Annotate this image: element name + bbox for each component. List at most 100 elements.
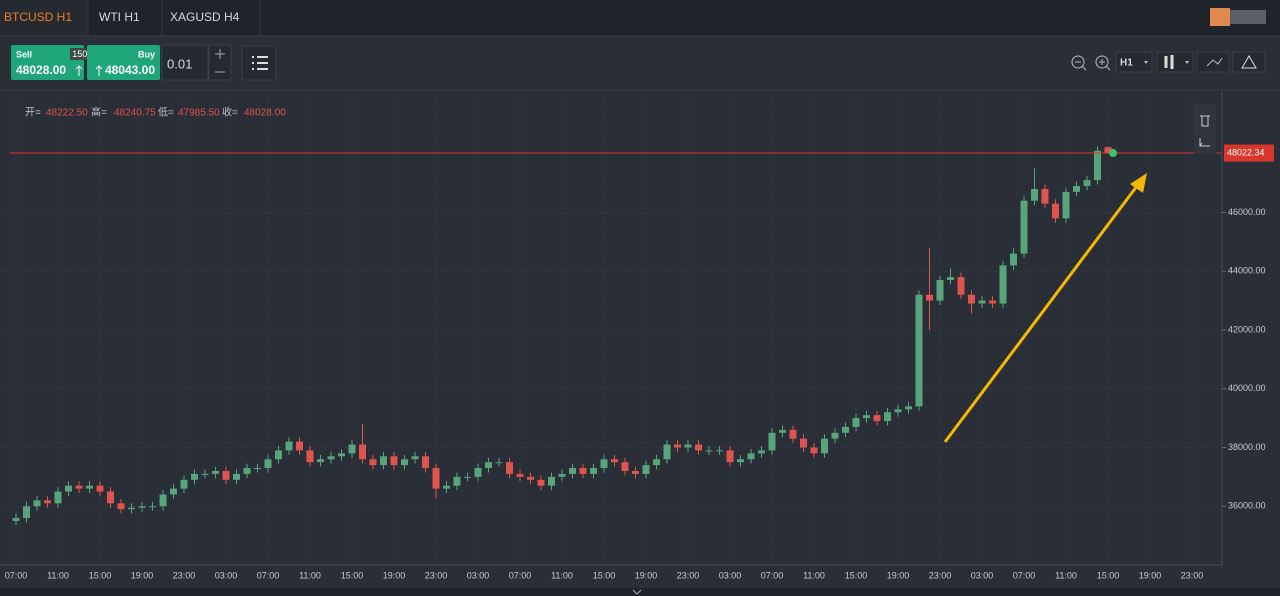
candle-body <box>642 465 650 474</box>
candle-body <box>306 450 314 463</box>
candle-body <box>926 294 933 301</box>
x-tick-label: 03:00 <box>971 570 994 580</box>
x-tick-label: 15:00 <box>845 570 868 580</box>
candle-body <box>474 468 482 477</box>
candle-body <box>243 468 251 474</box>
candle-body <box>768 432 776 451</box>
ohlc-label: 低= <box>158 106 174 119</box>
candle-body <box>107 491 114 504</box>
candle-body <box>1020 200 1028 254</box>
x-tick-label: 07:00 <box>761 570 784 580</box>
candle-body <box>569 468 576 474</box>
candle-body <box>726 450 734 463</box>
stepper-icons <box>215 49 225 73</box>
ohlc-value: 48028.00 <box>244 108 286 119</box>
candle-body <box>1062 191 1070 219</box>
candle-body <box>96 485 104 492</box>
candle-body <box>12 517 20 521</box>
arrow-head <box>1130 173 1147 193</box>
candle-body <box>936 280 944 301</box>
candle-body <box>380 456 387 466</box>
last-price-dot <box>1109 149 1117 158</box>
sell-label: Sell <box>16 49 32 59</box>
x-tick-label: 07:00 <box>509 570 532 580</box>
y-tick-label: 40000.00 <box>1228 383 1266 393</box>
candle-body <box>821 438 828 454</box>
candle-body <box>1094 150 1101 181</box>
list-button[interactable] <box>241 45 277 81</box>
candle-body <box>810 447 818 454</box>
timeframe-select[interactable]: H1 <box>1115 51 1153 73</box>
x-tick-label: 19:00 <box>635 570 658 580</box>
x-tick-label: 23:00 <box>425 570 448 580</box>
tab[interactable]: XAGUSD H4 <box>170 10 240 24</box>
icon <box>1095 55 1109 69</box>
up-arrow <box>75 65 83 76</box>
y-tick-label: 46000.00 <box>1228 207 1266 217</box>
candle-body <box>1073 186 1080 192</box>
lot-input[interactable]: 0.01 <box>161 44 209 81</box>
candle-body <box>705 450 713 452</box>
candle-body <box>369 459 377 466</box>
x-tick-label: 23:00 <box>929 570 952 580</box>
x-tick-label: 23:00 <box>1181 570 1204 580</box>
candle-body <box>873 415 881 422</box>
candle-body <box>149 506 156 508</box>
candle-body <box>716 450 723 452</box>
x-tick-label: 07:00 <box>1013 570 1036 580</box>
up-arrow <box>95 65 103 76</box>
x-tick-label: 15:00 <box>341 570 364 580</box>
zoom-out[interactable] <box>1071 55 1087 71</box>
indicators-button[interactable] <box>1196 51 1230 73</box>
candle-body <box>65 485 72 492</box>
tab[interactable]: WTI H1 <box>99 10 140 24</box>
candle-body <box>401 459 408 466</box>
candle-body <box>348 444 356 454</box>
candle-body <box>579 468 587 474</box>
delete-icon[interactable] <box>1200 115 1210 127</box>
reset-icon[interactable] <box>1199 138 1210 147</box>
candle-body <box>191 473 198 480</box>
candle-body <box>159 494 167 507</box>
sell-bg <box>11 45 84 80</box>
ohlc-value: 47985.50 <box>178 108 220 119</box>
select-bg <box>1115 51 1153 73</box>
candle-body <box>999 265 1007 304</box>
chart-type-select[interactable] <box>1156 51 1194 73</box>
drawing-button[interactable] <box>1232 51 1266 73</box>
candle-body <box>747 453 755 460</box>
candle-body <box>548 476 555 486</box>
candle-body <box>653 459 660 466</box>
candle-body <box>1041 188 1049 204</box>
buy-button[interactable]: Buy 48043.00 <box>87 45 160 80</box>
candle-body <box>663 444 671 460</box>
tab[interactable]: BTCUSD H1 <box>0 0 88 36</box>
x-tick-label: 19:00 <box>131 570 154 580</box>
lot-stepper[interactable] <box>208 44 232 81</box>
collapse-handle[interactable] <box>632 589 642 595</box>
candle-body <box>170 488 177 495</box>
candle-body <box>674 444 681 448</box>
x-tick-label: 03:00 <box>467 570 490 580</box>
sell-button[interactable]: Sell 48028.00 <box>11 45 84 80</box>
ohlc-value: 48222.50 <box>46 108 88 119</box>
annotation-arrow <box>943 181 1142 443</box>
candle-body <box>1083 180 1091 187</box>
candle-body <box>390 456 398 466</box>
candle-body <box>894 409 902 413</box>
candle-body <box>212 470 219 474</box>
buy-price: 48043.00 <box>105 63 155 77</box>
candle-body <box>422 456 429 469</box>
x-tick-label: 03:00 <box>215 570 238 580</box>
zoom-in[interactable] <box>1095 55 1111 71</box>
buy-label: Buy <box>138 49 155 59</box>
candle-body <box>180 479 188 489</box>
candle-body <box>1052 203 1059 219</box>
candle-body <box>506 462 513 474</box>
candle-body <box>621 462 629 471</box>
spread: 150.00 <box>72 49 100 59</box>
candle-body <box>1104 147 1112 153</box>
plot: 36000.00 38000.00 40000.00 42000.00 44000.00… <box>0 92 1274 580</box>
x-tick-label: 23:00 <box>677 570 700 580</box>
ohlc-label: 收= <box>222 106 238 119</box>
